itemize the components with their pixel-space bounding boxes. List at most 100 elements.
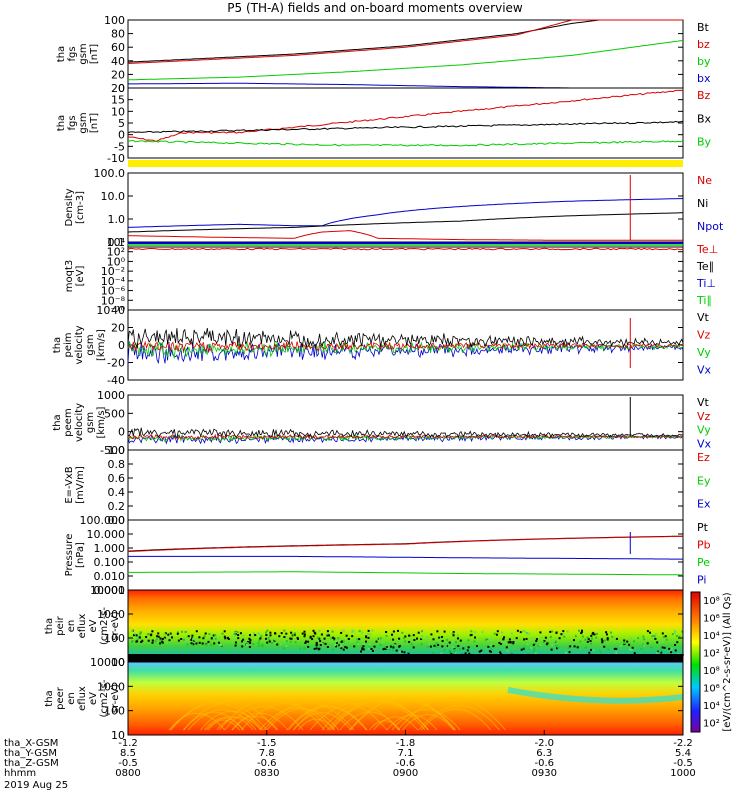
spectrogram-pixel [561, 633, 564, 636]
spectrogram-pixel [579, 640, 582, 643]
spectrogram-pixel [378, 637, 381, 640]
spectrogram-pixel [220, 644, 223, 646]
spectrogram-pixel [168, 639, 171, 642]
spectrogram-pixel [289, 640, 292, 643]
spectrogram-pixel [176, 632, 179, 635]
spectrogram-pixel [551, 630, 554, 633]
spectrogram-pixel [575, 634, 578, 637]
spectrogram-pixel [368, 646, 371, 648]
spectrogram-pixel [452, 634, 455, 637]
spectrogram-pixel [555, 631, 558, 634]
spectrogram-pixel [337, 637, 340, 640]
spectrogram-pixel [526, 643, 529, 646]
spectrogram-pixel [448, 649, 451, 652]
spectrogram-pixel [606, 633, 608, 636]
spectrogram-pixel [563, 635, 566, 638]
spectrogram-pixel [345, 646, 348, 649]
spectrogram-pixel [265, 634, 268, 636]
y-axis-label: tha [52, 337, 63, 353]
spectrogram-pixel [429, 645, 432, 648]
spectrogram-pixel [334, 644, 337, 646]
y-tick-label: 100 [104, 705, 125, 718]
spectrogram-pixel [315, 641, 318, 644]
spectrogram-pixel [184, 630, 187, 633]
spectrogram-pixel [540, 636, 543, 639]
spectrogram-pixel [257, 641, 260, 644]
spectrogram-pixel [385, 646, 388, 649]
spectrogram-pixel [333, 638, 335, 641]
spectrogram-pixel [523, 630, 526, 632]
y-tick-label: 0.6 [108, 472, 126, 485]
spectrogram-pixel [493, 632, 496, 635]
spectrogram-pixel [404, 635, 407, 638]
spectrogram-pixel [499, 651, 502, 654]
legend-entry: Ni [697, 197, 708, 210]
spectrogram-arc [168, 712, 225, 731]
spectrogram-pixel [257, 632, 260, 635]
spectrogram-pixel [550, 648, 553, 651]
spectrogram-pixel [615, 651, 618, 654]
y-tick-label: 0 [118, 129, 125, 142]
panel-frame [127, 172, 684, 243]
y-axis-label: sr-eV) [110, 611, 121, 640]
spectrogram-pixel [653, 635, 656, 638]
colorbar-label: [eV/(cm^2-s-sr-eV)] (All Qs) [722, 592, 733, 731]
spectrogram-pixel [324, 642, 327, 645]
spectrogram-pixel [476, 645, 478, 648]
spectrogram-pixel [157, 635, 160, 638]
spectrogram-pixel [210, 643, 212, 646]
spectrogram-pixel [549, 635, 552, 638]
spectrogram-pixel [151, 630, 154, 633]
spectrogram-pixel [135, 635, 138, 638]
spectrogram-pixel [587, 638, 590, 641]
quality-flag-bar [128, 160, 683, 167]
spectrogram-pixel [234, 634, 236, 637]
spectrogram-pixel [249, 634, 251, 637]
spectrogram-pixel [358, 630, 361, 633]
legend-entry: Vz [697, 410, 711, 423]
y-axis-label: [eV] [75, 266, 86, 287]
spectrogram-pixel [447, 643, 450, 646]
spectrogram-pixel [581, 635, 584, 638]
spectrogram-arc [373, 716, 419, 731]
y-axis-label: gsm [85, 412, 96, 433]
spectrogram-pixel [528, 632, 531, 635]
spectrogram-pixel [365, 636, 368, 639]
spectrogram-pixel [139, 631, 142, 634]
spectrogram-pixel [131, 629, 134, 632]
y-tick-label: 500 [104, 407, 125, 420]
spectrogram-pixel [259, 637, 262, 640]
y-axis-label: tha [44, 618, 55, 634]
spectrogram-pixel [437, 644, 440, 646]
spectrogram-pixel [344, 646, 347, 648]
spectrogram-band [507, 687, 684, 704]
spectrogram-pixel [613, 647, 616, 650]
spectrogram-pixel [340, 641, 343, 643]
spectrogram-pixel [385, 634, 388, 637]
spectrogram-pixel [512, 641, 515, 643]
spectrogram-pixel [274, 632, 276, 635]
y-tick-label: 1000 [97, 680, 125, 693]
x-row-label: tha_X-GSM [4, 738, 58, 749]
spectrogram-pixel [474, 631, 477, 634]
colorbar-tick-label: 10⁶ [703, 684, 720, 695]
spectrogram-pixel [236, 631, 239, 634]
colorbar-gradient [690, 591, 701, 733]
spectrogram-pixel [224, 637, 227, 640]
y-tick-label: 10.000 [87, 528, 126, 541]
spectrogram-pixel [565, 651, 568, 654]
spectrogram-arc [297, 718, 335, 731]
colorbar-tick-label: 10⁶ [703, 614, 720, 625]
panel-p10: 10000 1000 100 10 tha peer en eflux eV (cm2-s-sr-… [44, 656, 684, 742]
spectrogram-pixel [385, 631, 388, 633]
spectrogram-pixel [151, 641, 154, 644]
spectrogram-pixel [267, 636, 270, 639]
legend-entry: Vz [697, 329, 711, 342]
spectrogram-pixel [210, 638, 213, 641]
spectrogram-pixel [557, 646, 560, 649]
spectrogram-pixel [221, 632, 224, 635]
spectrogram-pixel [342, 629, 345, 632]
y-axis-label: (cm2-s- [99, 679, 110, 717]
spectrogram-pixel [473, 640, 476, 643]
